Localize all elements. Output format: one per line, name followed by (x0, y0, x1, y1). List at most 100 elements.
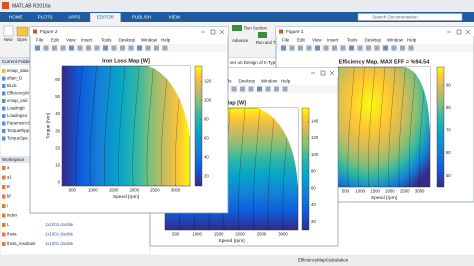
variable-name[interactable]: theta (7, 232, 17, 237)
new-icon[interactable] (3, 25, 14, 37)
toolbar-button[interactable] (69, 45, 74, 51)
menu-item[interactable]: Desktop (119, 38, 136, 43)
toolbar-button[interactable] (231, 86, 237, 92)
variable-name[interactable]: a1 (7, 175, 12, 180)
toolbar-button[interactable] (340, 45, 346, 51)
file-name[interactable]: emap_calc (7, 98, 29, 103)
file-name[interactable]: aftan_D (7, 76, 22, 81)
maximize-button[interactable] (456, 29, 462, 35)
toolbar-button[interactable] (154, 45, 159, 51)
file-name[interactable]: ParametricS (7, 121, 31, 126)
menu-item[interactable]: Desktop (239, 79, 256, 84)
toolbar-button[interactable] (128, 45, 134, 51)
advance-label[interactable]: Advance (232, 38, 249, 43)
menu-item[interactable]: Help (281, 79, 291, 84)
menu-item[interactable]: File (282, 38, 290, 43)
variable-name[interactable]: bf (7, 194, 11, 199)
variable-name[interactable]: a (7, 165, 10, 170)
toolbar-button[interactable] (103, 45, 108, 51)
toolbar-button[interactable] (77, 45, 83, 51)
menu-item[interactable]: Window (387, 38, 404, 43)
tab[interactable]: HOME (9, 15, 23, 20)
menu-item[interactable]: View (312, 38, 322, 43)
menu-item[interactable]: Edit (51, 38, 60, 43)
run-time-label[interactable]: Run and Time (256, 40, 283, 45)
toolbar-button[interactable] (35, 45, 40, 51)
run-time-icon[interactable] (258, 32, 267, 38)
toolbar-button[interactable] (366, 45, 371, 51)
file-name[interactable]: EfficiencyM (7, 91, 29, 96)
menu-item[interactable]: Tools (101, 38, 112, 43)
toolbar-button[interactable] (282, 86, 288, 92)
tab[interactable]: EDITOR (97, 15, 115, 20)
toolbar-button[interactable] (137, 45, 142, 51)
menu-item[interactable]: Desktop (365, 38, 382, 43)
variable-name[interactable]: L (7, 222, 10, 227)
toolbar-button[interactable] (391, 45, 397, 51)
menu-item[interactable]: File (36, 38, 44, 43)
new-label[interactable]: New (4, 37, 13, 42)
variable-name[interactable]: index (7, 213, 18, 218)
editor-tab[interactable]: ver on Design of II-Type (230, 60, 278, 65)
menu-item[interactable]: Insert (327, 38, 339, 43)
toolbar-button[interactable] (248, 86, 254, 92)
maximize-button[interactable] (210, 29, 216, 35)
menu-item[interactable]: View (66, 38, 76, 43)
open-label[interactable]: Open (17, 37, 28, 42)
file-name[interactable]: TorqueSpe (7, 136, 28, 141)
run-section-label[interactable]: Run Section (244, 26, 267, 31)
toolbar-button[interactable] (60, 45, 66, 51)
run-section-icon[interactable] (232, 25, 242, 31)
file-name[interactable]: Loadingsa (7, 113, 27, 118)
file-name[interactable]: BLdc (7, 83, 18, 88)
close-button[interactable] (219, 29, 225, 35)
menu-item[interactable]: Tools (347, 38, 358, 43)
menu-item[interactable]: Insert (81, 38, 93, 43)
file-name[interactable]: Loadingb (7, 106, 25, 111)
toolbar-button[interactable] (298, 45, 303, 51)
toolbar-button[interactable] (408, 45, 414, 51)
maximize-button[interactable] (320, 70, 326, 76)
toolbar-button[interactable] (374, 45, 380, 51)
tab[interactable]: PUBLISH (132, 15, 151, 20)
menu-item[interactable]: Help (161, 38, 171, 43)
toolbar-button[interactable] (306, 45, 312, 51)
close-button[interactable] (329, 70, 335, 76)
toolbar-button[interactable] (323, 45, 329, 51)
tab[interactable]: APPS (68, 15, 80, 20)
menu-item[interactable]: Window (261, 79, 278, 84)
variable-name[interactable]: i (7, 203, 8, 208)
menu-item[interactable]: Help (407, 38, 417, 43)
toolbar-button[interactable] (86, 45, 91, 51)
toolbar-button[interactable] (349, 45, 354, 51)
open-icon[interactable] (16, 26, 29, 37)
file-name[interactable]: TorqueRipp (7, 128, 30, 133)
tab[interactable]: PLOTS (38, 15, 53, 20)
file-name[interactable]: emap_data (7, 68, 29, 73)
toolbar-button[interactable] (274, 86, 279, 92)
menu-item[interactable]: Window (141, 38, 158, 43)
variable-name[interactable]: theta_resultant (7, 241, 36, 246)
variable-name[interactable]: B (7, 184, 10, 189)
toolbar-button[interactable] (383, 45, 388, 51)
toolbar-button[interactable] (357, 45, 363, 51)
toolbar-button[interactable] (315, 45, 320, 51)
toolbar-button[interactable] (94, 45, 100, 51)
toolbar-button[interactable] (281, 45, 286, 51)
toolbar-button[interactable] (111, 45, 117, 51)
close-button[interactable] (465, 29, 471, 35)
toolbar-button[interactable] (52, 45, 57, 51)
toolbar-button[interactable] (162, 45, 168, 51)
toolbar-button[interactable] (400, 45, 405, 51)
toolbar-button[interactable] (120, 45, 125, 51)
toolbar-button[interactable] (332, 45, 337, 51)
toolbar-button[interactable] (43, 45, 49, 51)
tab[interactable]: VIEW (168, 15, 180, 20)
toolbar-button[interactable] (145, 45, 151, 51)
menu-item[interactable]: Edit (297, 38, 306, 43)
toolbar-button[interactable] (265, 86, 271, 92)
search-box[interactable] (357, 13, 463, 21)
toolbar-button[interactable] (257, 86, 262, 92)
toolbar-button[interactable] (240, 86, 245, 92)
toolbar-button[interactable] (289, 45, 295, 51)
